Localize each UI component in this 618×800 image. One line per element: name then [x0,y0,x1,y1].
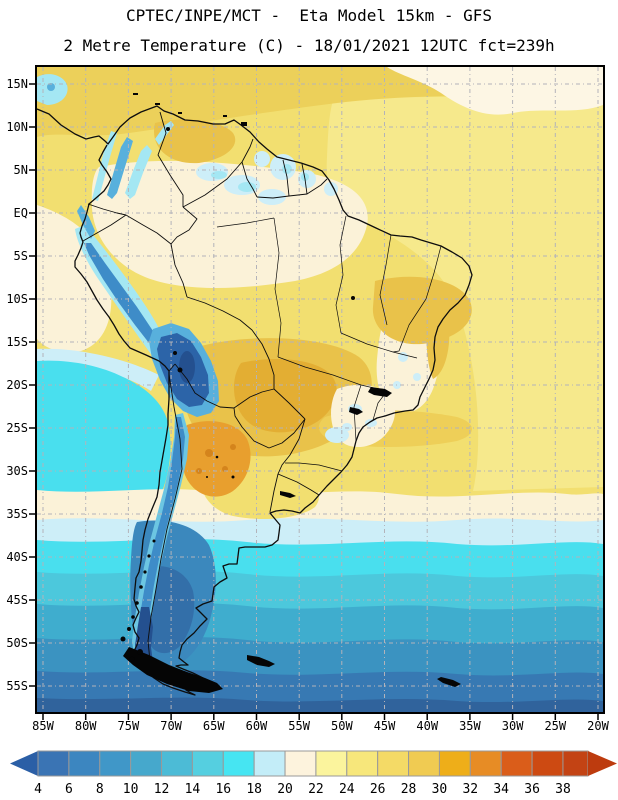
lake-titicaca [177,367,183,373]
colorbar-label: 8 [96,782,104,797]
colorbar-segment [161,750,193,777]
lon-label: 55W [288,719,310,733]
colorbar-label: 38 [555,782,571,797]
colorbar-segment [99,750,132,777]
lat-label: 15S [6,335,28,349]
lat-label: 35S [6,507,28,521]
lon-label: 85W [32,719,54,733]
lon-label: 20W [587,719,609,733]
colorbar-label: 14 [185,782,201,797]
colorbar-label: 12 [154,782,170,797]
terrain-black-features [120,93,461,693]
colorbar-segment [253,750,286,777]
central-america-cool-core [47,83,55,91]
lat-label: 10S [6,292,28,306]
lon-label: 30W [501,719,524,733]
equatorial-cream-atlantic [387,67,603,115]
colorbar-segment [284,750,317,777]
colorbar-label: 10 [123,782,139,797]
lat-label: 15N [6,77,28,91]
colorbar-label: 30 [432,782,448,797]
chart-title: CPTEC/INPE/MCT - Eta Model 15km - GFS [125,6,493,25]
temperature-map [37,67,603,712]
colorbar-label: 32 [462,782,478,797]
lat-label: 25S [6,421,28,435]
lon-label: 60W [245,719,268,733]
colorbar-arrow-right [587,751,617,776]
colorbar-segment [130,750,163,777]
colorbar-label: 6 [65,782,73,797]
colorbar-label: 18 [246,782,262,797]
lower-amazon-cool [196,163,286,205]
colorbar-segment [377,750,410,777]
colorbar-label: 36 [524,782,540,797]
amber-core [233,359,337,433]
trinidad [241,122,247,126]
colorbar-segment [68,750,101,777]
lat-label: 30S [6,464,28,478]
lat-label: 45S [6,593,28,607]
lon-label: 70W [160,719,182,733]
state-borders [216,215,442,472]
andes-cold-region [77,121,219,665]
colorbar-segment [500,750,533,777]
lake-maracaibo [166,127,170,131]
lon-label: 45W [373,719,396,733]
colorbar-segment [315,750,348,777]
south-georgia [437,677,461,687]
colorbar-label: 24 [339,782,355,797]
se-brazil-peaks [368,387,392,397]
lat-label: 50S [6,636,28,650]
atlantic-pale-yellow [326,93,603,491]
map-frame [35,65,605,714]
pacific-bright-cyan [37,360,171,514]
colorbar-label: 4 [34,782,42,797]
colorbar-segment-cap [562,750,589,777]
tierra-del-fuego [123,647,223,693]
colorbar-segment [408,750,440,777]
colorbar-label: 34 [493,782,509,797]
llanos-gold [154,119,236,164]
colorbar-label: 26 [370,782,386,797]
lon-label: 35W [459,719,481,733]
colorbar-label: 28 [401,782,417,797]
colorbar-label: 20 [277,782,293,797]
lat-label: EQ [13,206,28,220]
colorbar-segment [438,750,471,777]
lat-label: 40S [6,550,28,564]
country-borders [82,111,328,662]
lon-label: 25W [544,719,567,733]
colorbar: 4 6 8 10 12 14 16 18 20 22 24 26 28 30 32 34 36 38 [10,750,617,797]
lon-label: 75W [117,719,140,733]
lon-label: 65W [202,719,225,733]
colorbar-label: 22 [308,782,324,797]
colorbar-arrow-left [10,751,38,776]
uruguay-lagoon [280,491,296,498]
colorbar-segment [531,750,564,777]
colorbar-segment [37,750,70,777]
bahia-coast-gold [426,289,450,379]
grid-lines [37,67,603,712]
colorbar-segment [222,750,255,777]
lat-label: 5N [13,163,28,177]
colorbar-segment [191,750,224,777]
lat-label: 5S [13,249,28,263]
lat-label: 55S [6,679,28,693]
colorbar-segment [469,750,502,777]
chart-subtitle: 2 Metre Temperature (C) - 18/01/2021 12U… [63,36,555,55]
lat-label: 20S [6,378,28,392]
ocean-band-blue3 [37,697,603,712]
coastline [37,105,473,696]
colorbar-segment [346,750,379,777]
colorbar-label: 16 [215,782,231,797]
lon-label: 80W [74,719,97,733]
falkland-islands [247,655,275,667]
lon-label: 40W [416,719,439,733]
lon-label: 50W [331,719,353,733]
lat-label: 10N [6,120,28,134]
